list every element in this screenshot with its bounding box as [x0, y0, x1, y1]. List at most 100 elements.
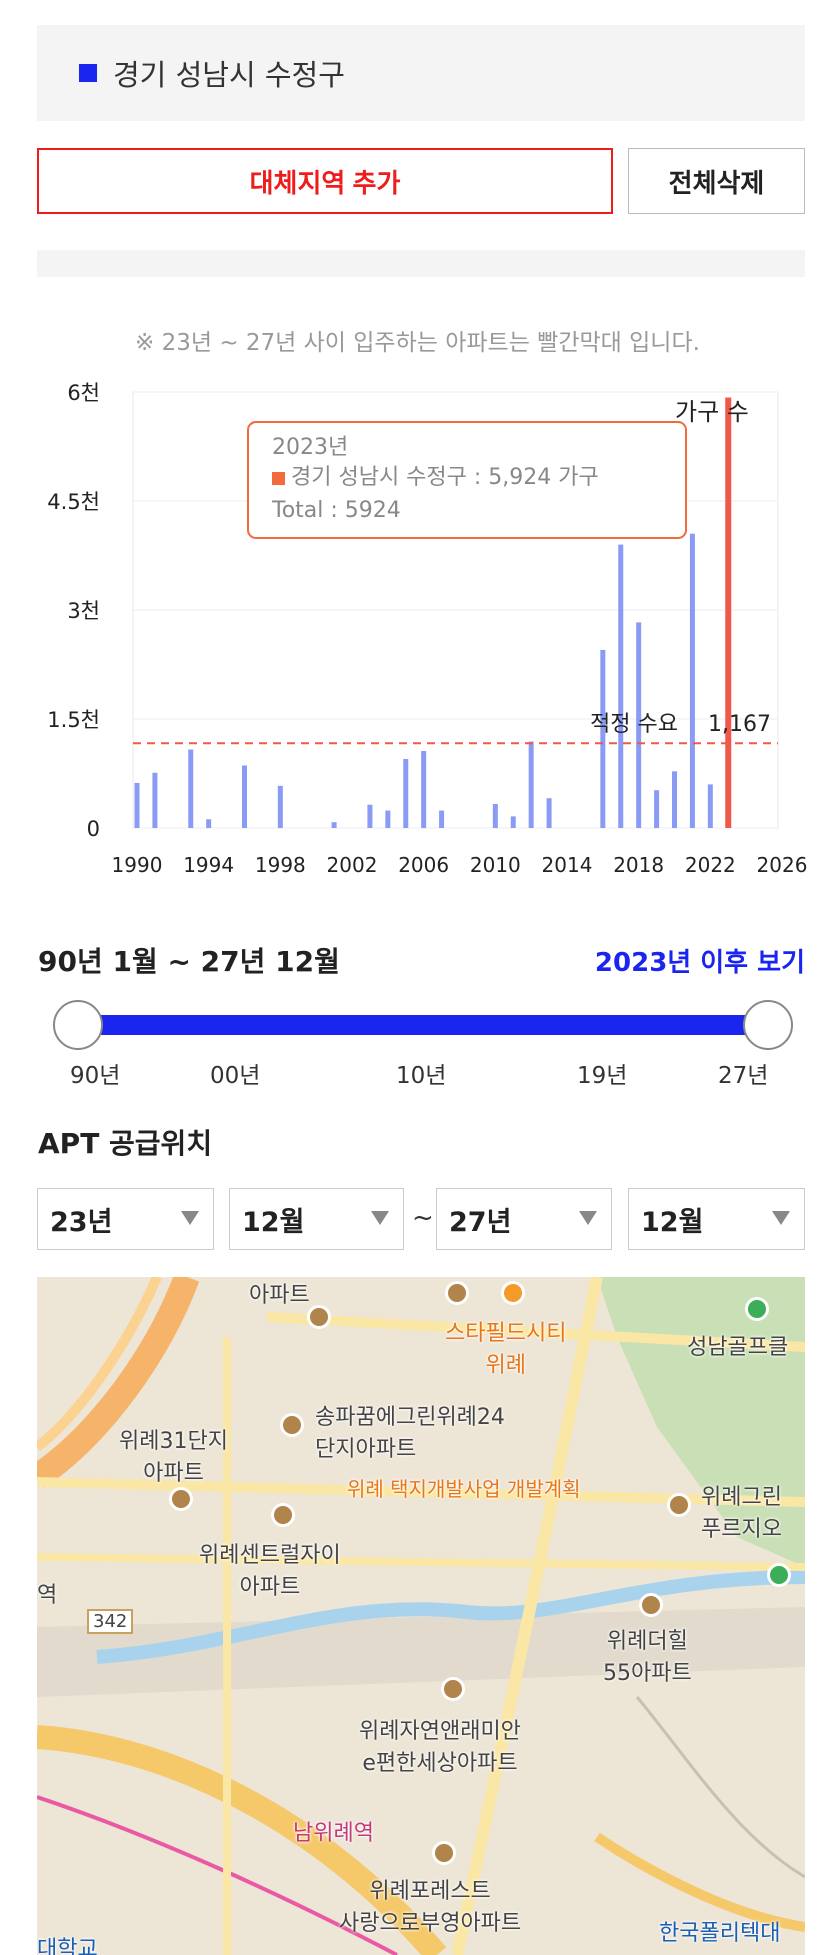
- y-tick-label: 6천: [67, 381, 100, 405]
- bar[interactable]: [707, 784, 713, 828]
- apartment-marker-icon[interactable]: [307, 1305, 331, 1329]
- map-label: 위례자연앤래미안 e편한세상아파트: [359, 1719, 521, 1776]
- x-tick-label: 2006: [398, 853, 449, 877]
- apt-supply-title: APT 공급위치: [38, 1127, 213, 1160]
- bar[interactable]: [188, 749, 194, 828]
- apartment-marker-icon[interactable]: [432, 1841, 456, 1865]
- map-label: 위례그린 푸르지오: [701, 1485, 782, 1542]
- slider-tick-27: 27년: [718, 1063, 769, 1089]
- bar[interactable]: [367, 804, 373, 828]
- map-label: 송파꿈에그린위례24 단지아파트: [315, 1405, 505, 1462]
- view-after-2023-link[interactable]: 2023년 이후 보기: [594, 948, 805, 978]
- x-tick-label: 1990: [112, 853, 163, 877]
- tooltip-year: 2023년: [272, 435, 348, 460]
- map-label: 대학교: [37, 1937, 98, 1955]
- map-label: 역: [37, 1583, 58, 1608]
- x-tick-label: 2002: [327, 853, 378, 877]
- bars: [134, 397, 732, 828]
- golf-marker-icon[interactable]: [745, 1297, 769, 1321]
- map-label: 스타필드시티 위례: [445, 1321, 567, 1378]
- to-year-value: 27년: [449, 1206, 512, 1238]
- y-tick-label: 0: [87, 817, 100, 841]
- chevron-down-icon: [371, 1211, 389, 1225]
- park-marker-icon[interactable]: [767, 1563, 791, 1587]
- reference-line-label: 적정 수요: [590, 712, 678, 737]
- bar[interactable]: [654, 790, 660, 828]
- bar[interactable]: [492, 804, 498, 828]
- x-tick-label: 2014: [542, 853, 593, 877]
- region-name: 경기 성남시 수정구: [113, 58, 345, 92]
- bar[interactable]: [618, 544, 624, 828]
- bar[interactable]: [134, 782, 140, 828]
- bar[interactable]: [672, 771, 677, 828]
- bar[interactable]: [689, 533, 695, 828]
- bar[interactable]: [600, 649, 606, 828]
- bar[interactable]: [510, 816, 516, 828]
- map-label: 한국폴리텍대: [659, 1921, 781, 1946]
- from-year-select[interactable]: 23년: [37, 1188, 214, 1250]
- bar[interactable]: [242, 765, 247, 828]
- from-year-value: 23년: [50, 1206, 113, 1238]
- bar[interactable]: [331, 822, 337, 828]
- subway-station-label[interactable]: 남위례역: [293, 1821, 374, 1846]
- x-tick-label: 2022: [685, 853, 736, 877]
- y-tick-label: 4.5천: [47, 490, 100, 514]
- from-month-select[interactable]: 12월: [229, 1188, 404, 1250]
- add-region-button[interactable]: 대체지역 추가: [37, 148, 613, 214]
- bar[interactable]: [546, 798, 552, 828]
- bar[interactable]: [439, 810, 445, 828]
- bar[interactable]: [528, 741, 534, 828]
- x-tick-label: 1994: [183, 853, 234, 877]
- divider-strip: [37, 250, 805, 277]
- apartment-marker-icon[interactable]: [441, 1677, 465, 1701]
- x-axis: 1990 1994 1998 2002 2006 2010 2014 2018 2022 2026: [112, 853, 808, 877]
- map-base: [37, 1277, 805, 1955]
- bar[interactable]: [421, 750, 427, 828]
- x-tick-label: 2010: [470, 853, 521, 877]
- apartment-marker-icon[interactable]: [667, 1493, 691, 1517]
- bar[interactable]: [152, 772, 158, 828]
- tooltip-series-line: 경기 성남시 수정구 : 5,924 가구: [291, 465, 599, 490]
- delete-all-button[interactable]: 전체삭제: [628, 148, 805, 214]
- map-label: 위례센트럴자이 아파트: [199, 1543, 341, 1600]
- to-month-value: 12월: [641, 1206, 704, 1238]
- range-separator: ~: [412, 1203, 434, 1233]
- range-slider-track[interactable]: [78, 1015, 768, 1035]
- y-tick-label: 3천: [67, 599, 100, 623]
- from-month-value: 12월: [242, 1206, 305, 1238]
- shopping-marker-icon[interactable]: [501, 1281, 525, 1305]
- map-label: 위례31단지 아파트: [119, 1429, 228, 1486]
- apt-map[interactable]: 아파트 스타필드시티 위례 성남골프클 송파꿈에그린위례24 단지아파트 위례3…: [37, 1277, 805, 1955]
- highlighted-bar[interactable]: [725, 397, 732, 828]
- region-box: 경기 성남시 수정구: [37, 25, 805, 121]
- to-month-select[interactable]: 12월: [628, 1188, 805, 1250]
- region-color-marker: [79, 64, 97, 82]
- slider-tick-00: 00년: [210, 1063, 261, 1089]
- bar[interactable]: [277, 785, 283, 828]
- map-label: 위례더힐 55아파트: [603, 1629, 692, 1686]
- apartment-marker-icon[interactable]: [280, 1413, 304, 1437]
- bar[interactable]: [206, 819, 212, 828]
- tooltip-series-marker: [272, 472, 285, 485]
- to-year-select[interactable]: 27년: [436, 1188, 612, 1250]
- map-label: 성남골프클: [687, 1335, 789, 1360]
- apartment-marker-icon[interactable]: [271, 1503, 295, 1527]
- range-slider-start-handle[interactable]: [53, 1000, 103, 1050]
- x-tick-label: 2018: [613, 853, 664, 877]
- y-axis: 0 1.5천 3천 4.5천 6천: [47, 381, 100, 841]
- apartment-marker-icon[interactable]: [639, 1593, 663, 1617]
- chevron-down-icon: [579, 1211, 597, 1225]
- x-tick-label: 1998: [255, 853, 306, 877]
- chevron-down-icon: [772, 1211, 790, 1225]
- period-label: 90년 1월 ~ 27년 12월: [38, 945, 340, 978]
- apartment-marker-icon[interactable]: [445, 1281, 469, 1305]
- slider-tick-19: 19년: [577, 1063, 628, 1089]
- bar[interactable]: [403, 758, 409, 828]
- slider-tick-90: 90년: [70, 1063, 121, 1089]
- bar[interactable]: [636, 622, 642, 828]
- apartment-marker-icon[interactable]: [169, 1487, 193, 1511]
- bar[interactable]: [385, 810, 391, 828]
- chart-note: ※ 23년 ~ 27년 사이 입주하는 아파트는 빨간막대 입니다.: [135, 330, 700, 356]
- range-slider-end-handle[interactable]: [743, 1000, 793, 1050]
- reference-line-group: 적정 수요 1,167: [133, 712, 778, 745]
